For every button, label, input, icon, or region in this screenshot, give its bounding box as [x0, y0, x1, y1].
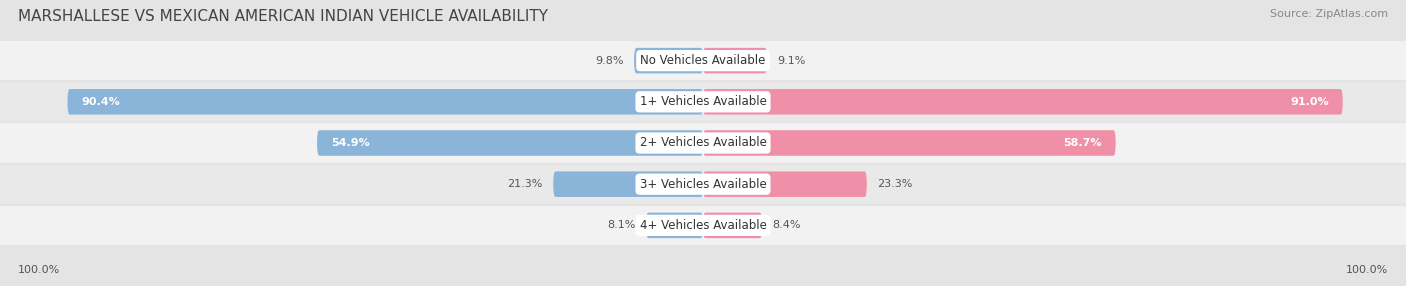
- Text: 1+ Vehicles Available: 1+ Vehicles Available: [640, 95, 766, 108]
- FancyBboxPatch shape: [0, 81, 1406, 122]
- FancyBboxPatch shape: [703, 130, 1116, 156]
- FancyBboxPatch shape: [703, 48, 768, 74]
- Text: 100.0%: 100.0%: [18, 265, 60, 275]
- Text: 100.0%: 100.0%: [1346, 265, 1388, 275]
- FancyBboxPatch shape: [703, 89, 1343, 115]
- Text: 90.4%: 90.4%: [82, 97, 121, 107]
- FancyBboxPatch shape: [0, 205, 1406, 246]
- Text: 23.3%: 23.3%: [877, 179, 912, 189]
- Text: 3+ Vehicles Available: 3+ Vehicles Available: [640, 178, 766, 191]
- Text: 8.4%: 8.4%: [773, 221, 801, 230]
- Text: MARSHALLESE VS MEXICAN AMERICAN INDIAN VEHICLE AVAILABILITY: MARSHALLESE VS MEXICAN AMERICAN INDIAN V…: [18, 9, 548, 23]
- FancyBboxPatch shape: [634, 48, 703, 74]
- Text: 21.3%: 21.3%: [508, 179, 543, 189]
- FancyBboxPatch shape: [0, 164, 1406, 205]
- FancyBboxPatch shape: [703, 171, 866, 197]
- FancyBboxPatch shape: [67, 89, 703, 115]
- FancyBboxPatch shape: [0, 122, 1406, 164]
- Text: 9.1%: 9.1%: [778, 56, 806, 65]
- Text: No Vehicles Available: No Vehicles Available: [640, 54, 766, 67]
- Text: 91.0%: 91.0%: [1291, 97, 1329, 107]
- FancyBboxPatch shape: [703, 212, 762, 238]
- Text: 8.1%: 8.1%: [607, 221, 636, 230]
- Text: 58.7%: 58.7%: [1063, 138, 1102, 148]
- FancyBboxPatch shape: [0, 40, 1406, 81]
- Text: 4+ Vehicles Available: 4+ Vehicles Available: [640, 219, 766, 232]
- Text: 54.9%: 54.9%: [332, 138, 370, 148]
- FancyBboxPatch shape: [647, 212, 703, 238]
- Text: 9.8%: 9.8%: [595, 56, 624, 65]
- Text: 2+ Vehicles Available: 2+ Vehicles Available: [640, 136, 766, 150]
- Text: Source: ZipAtlas.com: Source: ZipAtlas.com: [1270, 9, 1388, 19]
- FancyBboxPatch shape: [318, 130, 703, 156]
- FancyBboxPatch shape: [554, 171, 703, 197]
